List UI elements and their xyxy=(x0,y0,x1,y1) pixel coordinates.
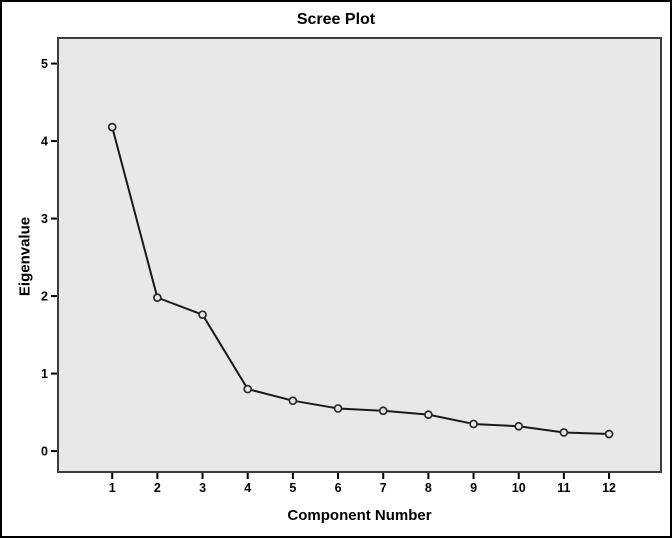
x-tick-label: 5 xyxy=(289,481,296,495)
x-tick-label: 3 xyxy=(199,481,206,495)
data-point-marker xyxy=(153,293,162,302)
y-tick-label: 2 xyxy=(41,290,48,304)
data-point-marker xyxy=(107,122,117,132)
x-tick-label: 9 xyxy=(470,481,477,495)
y-tick-label: 3 xyxy=(41,212,48,226)
x-tick-label: 2 xyxy=(154,481,161,495)
data-point-marker xyxy=(288,396,298,406)
eigenvalue-curve xyxy=(111,126,610,436)
data-point-marker xyxy=(198,310,207,320)
x-tick-label: 11 xyxy=(557,481,570,495)
x-tick-label: 6 xyxy=(335,481,342,495)
data-point-marker xyxy=(424,410,433,419)
data-point-marker xyxy=(333,404,343,413)
y-tick-label: 4 xyxy=(41,135,48,149)
x-tick-label: 8 xyxy=(425,481,432,495)
x-tick-label: 10 xyxy=(512,481,526,495)
data-point-marker xyxy=(378,406,388,416)
x-tick-label: 1 xyxy=(109,481,116,495)
y-tick-label: 0 xyxy=(41,445,48,459)
data-point-marker xyxy=(514,421,524,431)
chart-title: Scree Plot xyxy=(296,11,376,28)
data-point-marker xyxy=(469,419,478,429)
y-axis-title: Eigenvalue xyxy=(16,216,34,297)
data-point-marker xyxy=(243,384,253,394)
x-axis-title: Component Number xyxy=(287,507,432,524)
x-tick-label: 4 xyxy=(244,481,251,495)
y-tick-label: 1 xyxy=(41,367,48,381)
data-point-marker xyxy=(604,429,614,439)
y-tick-label: 5 xyxy=(41,57,48,71)
x-tick-label: 7 xyxy=(380,481,387,495)
plot-area xyxy=(57,37,662,473)
x-tick-label: 12 xyxy=(602,481,616,495)
data-point-marker xyxy=(559,428,569,437)
